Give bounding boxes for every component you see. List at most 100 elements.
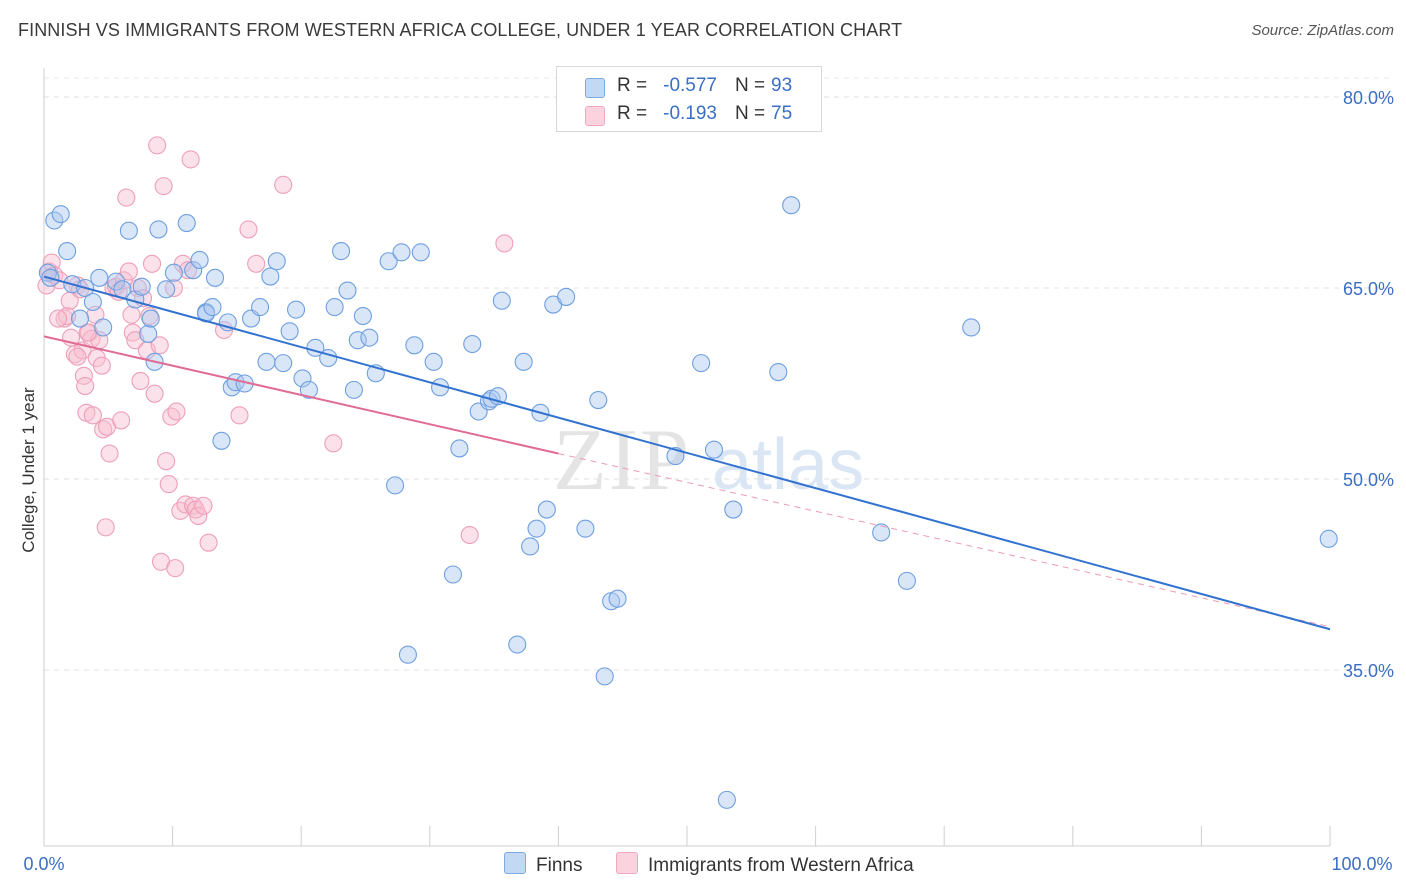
point-finns xyxy=(353,306,372,326)
watermark-atlas: atlas xyxy=(712,425,864,505)
point-finns xyxy=(872,523,891,542)
point-finns xyxy=(724,500,743,519)
point-finns xyxy=(90,268,109,287)
legend-swatch-finns xyxy=(585,78,605,98)
point-africa xyxy=(194,496,213,515)
point-africa xyxy=(112,411,131,430)
point-finns xyxy=(157,280,176,299)
point-finns xyxy=(70,309,90,328)
point-africa xyxy=(495,234,514,253)
point-finns xyxy=(287,300,306,319)
point-finns xyxy=(299,380,318,399)
point-finns xyxy=(293,369,312,388)
point-finns xyxy=(405,336,424,355)
point-finns xyxy=(962,318,981,337)
point-finns xyxy=(141,309,160,328)
point-finns xyxy=(261,267,280,286)
point-finns xyxy=(203,298,222,317)
point-finns xyxy=(557,287,576,306)
y-tick-label: 65.0% xyxy=(1343,279,1394,299)
legend-n-value-africa: 75 xyxy=(771,103,793,124)
point-finns xyxy=(106,272,126,291)
point-finns xyxy=(177,214,196,233)
series-africa-points xyxy=(37,136,514,578)
point-africa xyxy=(92,356,111,375)
point-finns xyxy=(51,205,70,224)
point-finns xyxy=(94,318,113,337)
bottom-legend-africa: Immigrants from Western Africa xyxy=(616,852,914,877)
point-finns xyxy=(205,268,225,287)
y-axis-label: College, Under 1 year xyxy=(19,387,38,553)
point-africa xyxy=(178,261,198,280)
trendline-africa xyxy=(43,335,559,455)
point-africa xyxy=(150,336,169,355)
point-africa xyxy=(100,444,119,463)
y-tick-label: 80.0% xyxy=(1343,88,1394,108)
y-tick-labels: 35.0% 50.0% 65.0% 80.0% xyxy=(1343,88,1394,681)
point-finns xyxy=(521,537,540,556)
point-finns xyxy=(492,291,511,310)
point-finns xyxy=(379,252,398,271)
point-finns xyxy=(149,220,168,239)
point-africa xyxy=(154,177,173,196)
point-finns xyxy=(38,263,57,282)
legend-n-label: N = xyxy=(735,103,766,124)
point-africa xyxy=(167,402,186,421)
point-africa xyxy=(164,278,183,298)
legend-box: R = -0.577 N = 93 R = -0.193 N = 75 xyxy=(556,66,822,132)
x-tick-label-end: 100.0% xyxy=(1331,854,1392,874)
watermark-zip: ZIP xyxy=(553,412,691,509)
point-finns xyxy=(398,645,417,664)
point-finns xyxy=(463,334,482,354)
point-finns xyxy=(897,571,916,590)
point-finns xyxy=(274,354,293,373)
point-finns xyxy=(450,439,469,458)
point-finns xyxy=(508,635,527,654)
legend-n-value-finns: 93 xyxy=(771,75,793,96)
point-finns xyxy=(692,354,711,373)
point-finns xyxy=(332,242,351,261)
point-finns xyxy=(344,380,363,399)
legend-n-label: N = xyxy=(735,75,766,96)
point-africa xyxy=(159,475,178,494)
point-finns xyxy=(704,440,724,459)
point-finns xyxy=(338,281,357,300)
point-finns xyxy=(769,362,788,382)
point-africa xyxy=(68,347,87,366)
point-africa xyxy=(460,525,479,545)
y-tick-label: 50.0% xyxy=(1343,470,1394,490)
point-finns xyxy=(717,790,736,809)
legend-row-africa: R = -0.193 N = 75 xyxy=(557,101,821,129)
trendline-finns xyxy=(43,275,1331,631)
point-africa xyxy=(274,175,293,194)
point-finns xyxy=(325,298,344,317)
gridlines xyxy=(44,77,1394,671)
legend-swatch-africa xyxy=(585,106,605,126)
bottom-legend-swatch-finns xyxy=(504,852,526,874)
watermark: ZIP atlas xyxy=(553,412,864,509)
point-africa xyxy=(230,406,249,425)
point-finns xyxy=(139,324,158,343)
point-finns xyxy=(184,261,203,280)
x-ticks xyxy=(43,826,1331,846)
point-africa xyxy=(49,309,68,328)
point-africa xyxy=(189,506,208,525)
point-finns xyxy=(267,252,286,271)
y-tick-label: 35.0% xyxy=(1343,661,1394,681)
point-africa xyxy=(145,384,164,403)
point-finns xyxy=(576,519,595,538)
point-finns xyxy=(392,243,411,262)
point-finns xyxy=(83,292,102,312)
bottom-legend-label-africa: Immigrants from Western Africa xyxy=(648,855,914,876)
point-africa xyxy=(199,533,218,552)
point-africa xyxy=(117,188,136,207)
x-tick-label-start: 0.0% xyxy=(23,854,64,874)
legend-r-label: R = xyxy=(617,75,648,96)
point-africa xyxy=(76,376,95,396)
point-finns xyxy=(608,589,627,608)
point-finns xyxy=(514,352,533,371)
point-africa xyxy=(96,518,115,537)
bottom-legend-label-finns: Finns xyxy=(536,855,583,876)
point-finns xyxy=(443,565,462,584)
